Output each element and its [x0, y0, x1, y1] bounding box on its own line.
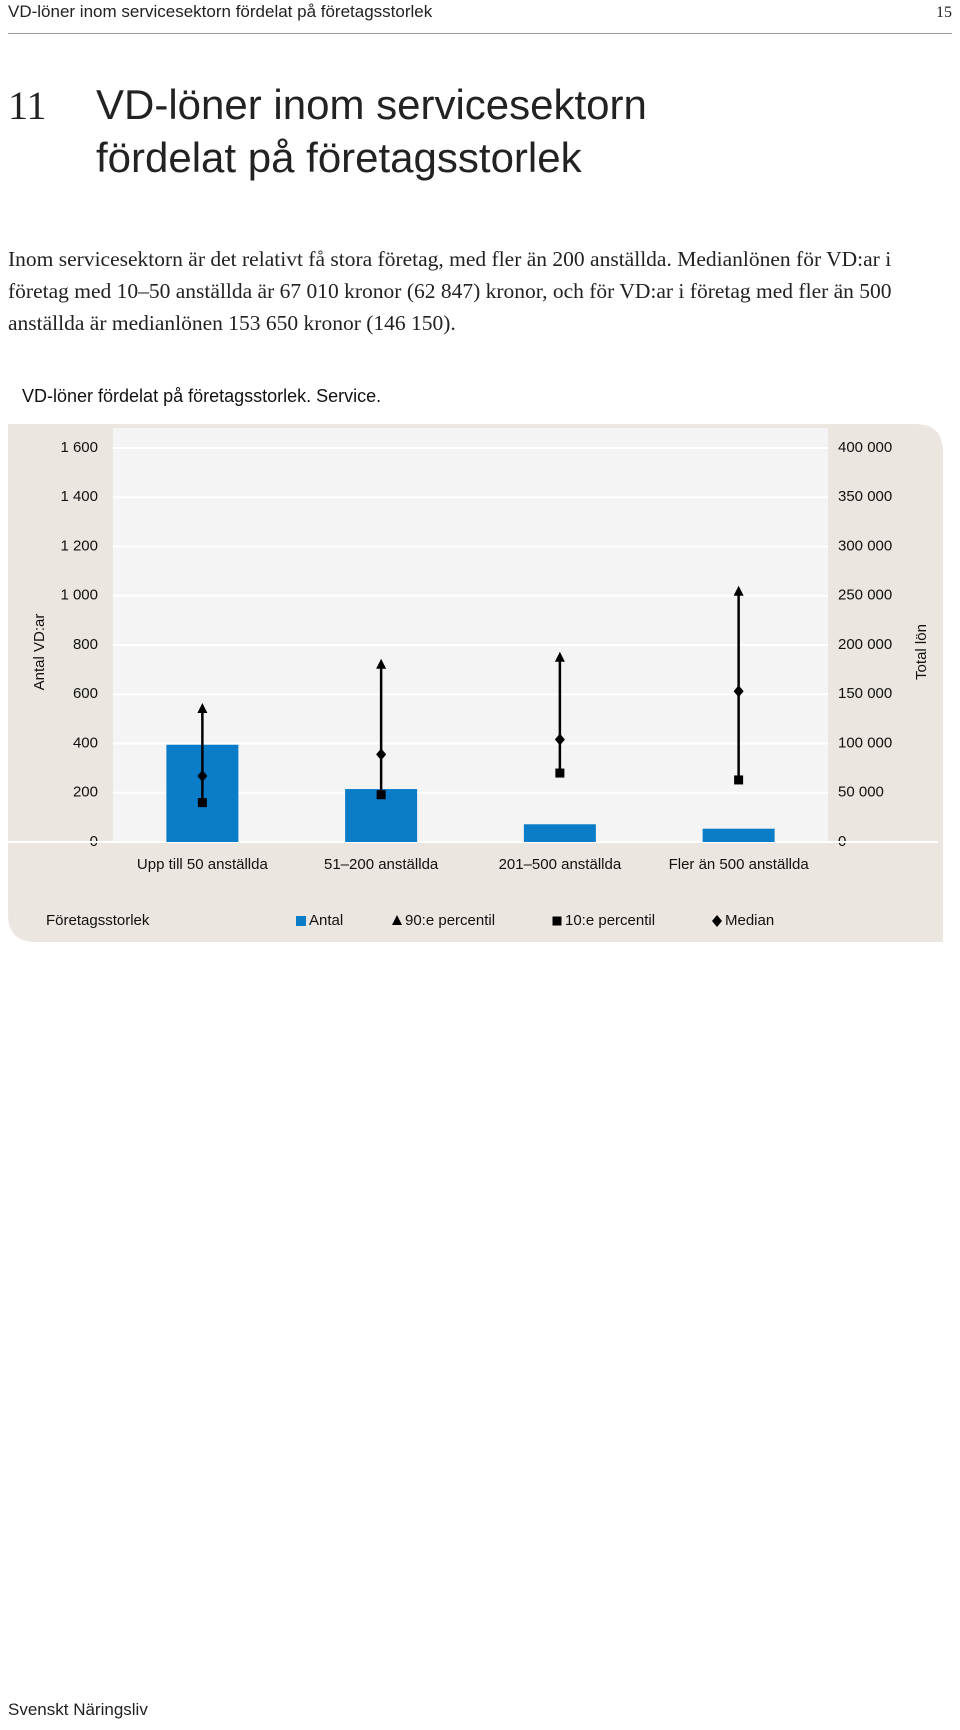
y2-tick-label: 400 000 — [838, 439, 892, 456]
footer: Svenskt Näringsliv — [8, 1700, 148, 1719]
y2-tick-label: 200 000 — [838, 636, 892, 653]
bar — [523, 824, 596, 842]
y-tick-label: 600 — [73, 685, 98, 702]
y-tick-label: 400 — [73, 734, 98, 751]
marker-square — [376, 790, 386, 800]
title-line: fördelat på företagsstorlek — [96, 134, 582, 181]
y-tick-label: 1 200 — [60, 537, 98, 554]
legend-label: 10:e percentil — [565, 912, 655, 929]
y2-tick-label: 350 000 — [838, 488, 892, 505]
y2-tick-label: 100 000 — [838, 734, 892, 751]
y2-axis-title: Total lön — [913, 624, 930, 680]
marker-triangle — [733, 585, 744, 596]
marker-square — [197, 798, 207, 808]
marker-square — [734, 775, 744, 785]
legend-label: Antal — [309, 912, 343, 929]
marker-triangle — [554, 651, 565, 662]
y-tick-label: 1 600 — [60, 439, 98, 456]
marker-triangle — [197, 703, 208, 714]
header-rule — [8, 33, 952, 34]
page-number: 15 — [936, 4, 952, 21]
marker-triangle — [392, 915, 402, 925]
section-title: VD-löner inom servicesektorn fördelat på… — [96, 78, 647, 184]
y2-tick-label: 300 000 — [838, 537, 892, 554]
x-tick-label: 201–500 anställda — [499, 856, 622, 873]
marker-diamond — [376, 748, 387, 761]
running-title: VD-löner inom servicesektorn fördelat på… — [8, 2, 433, 21]
chart: VD-löner fördelat på företagsstorlek. Se… — [8, 385, 943, 942]
marker-diamond — [197, 770, 208, 783]
y2-tick-label: 50 000 — [838, 784, 884, 801]
chart-title: VD-löner fördelat på företagsstorlek. Se… — [22, 386, 381, 406]
bar — [702, 828, 775, 842]
y-tick-label: 1 000 — [60, 587, 98, 604]
y-axis-title: Antal VD:ar — [31, 614, 48, 691]
legend-label: 90:e percentil — [405, 912, 495, 929]
x-tick-label: 51–200 anställda — [324, 856, 439, 873]
marker-triangle — [376, 658, 387, 669]
marker-diamond — [712, 915, 722, 927]
marker-diamond — [733, 685, 744, 698]
legend-label: Median — [725, 912, 774, 929]
section-number: 11 — [8, 83, 47, 128]
paragraph: Inom servicesektorn är det relativt få s… — [8, 247, 892, 335]
marker-square — [555, 768, 565, 778]
y-tick-label: 800 — [73, 636, 98, 653]
y2-tick-label: 250 000 — [838, 587, 892, 604]
y-tick-label: 200 — [73, 784, 98, 801]
y-tick-label: 1 400 — [60, 488, 98, 505]
x-axis-title: Företagsstorlek — [46, 912, 150, 929]
x-tick-label: Upp till 50 anställda — [137, 856, 269, 873]
x-tick-label: Fler än 500 anställda — [669, 856, 810, 873]
y2-tick-label: 150 000 — [838, 685, 892, 702]
legend-swatch — [296, 916, 306, 926]
marker-square — [552, 916, 562, 926]
title-line: VD-löner inom servicesektorn — [96, 81, 647, 128]
marker-diamond — [554, 733, 565, 746]
